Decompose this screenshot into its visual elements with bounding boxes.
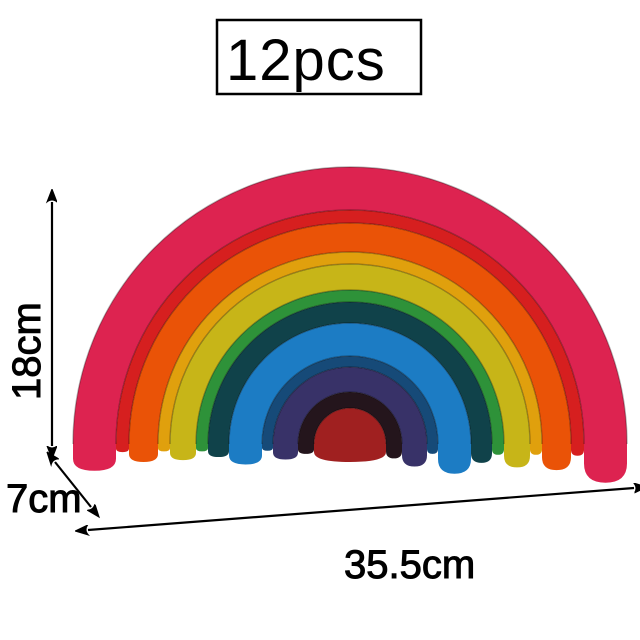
- svg-text:12pcs: 12pcs: [226, 28, 386, 93]
- svg-text:7cm: 7cm: [6, 477, 82, 521]
- svg-text:18cm: 18cm: [5, 302, 49, 400]
- svg-text:35.5cm: 35.5cm: [344, 543, 475, 587]
